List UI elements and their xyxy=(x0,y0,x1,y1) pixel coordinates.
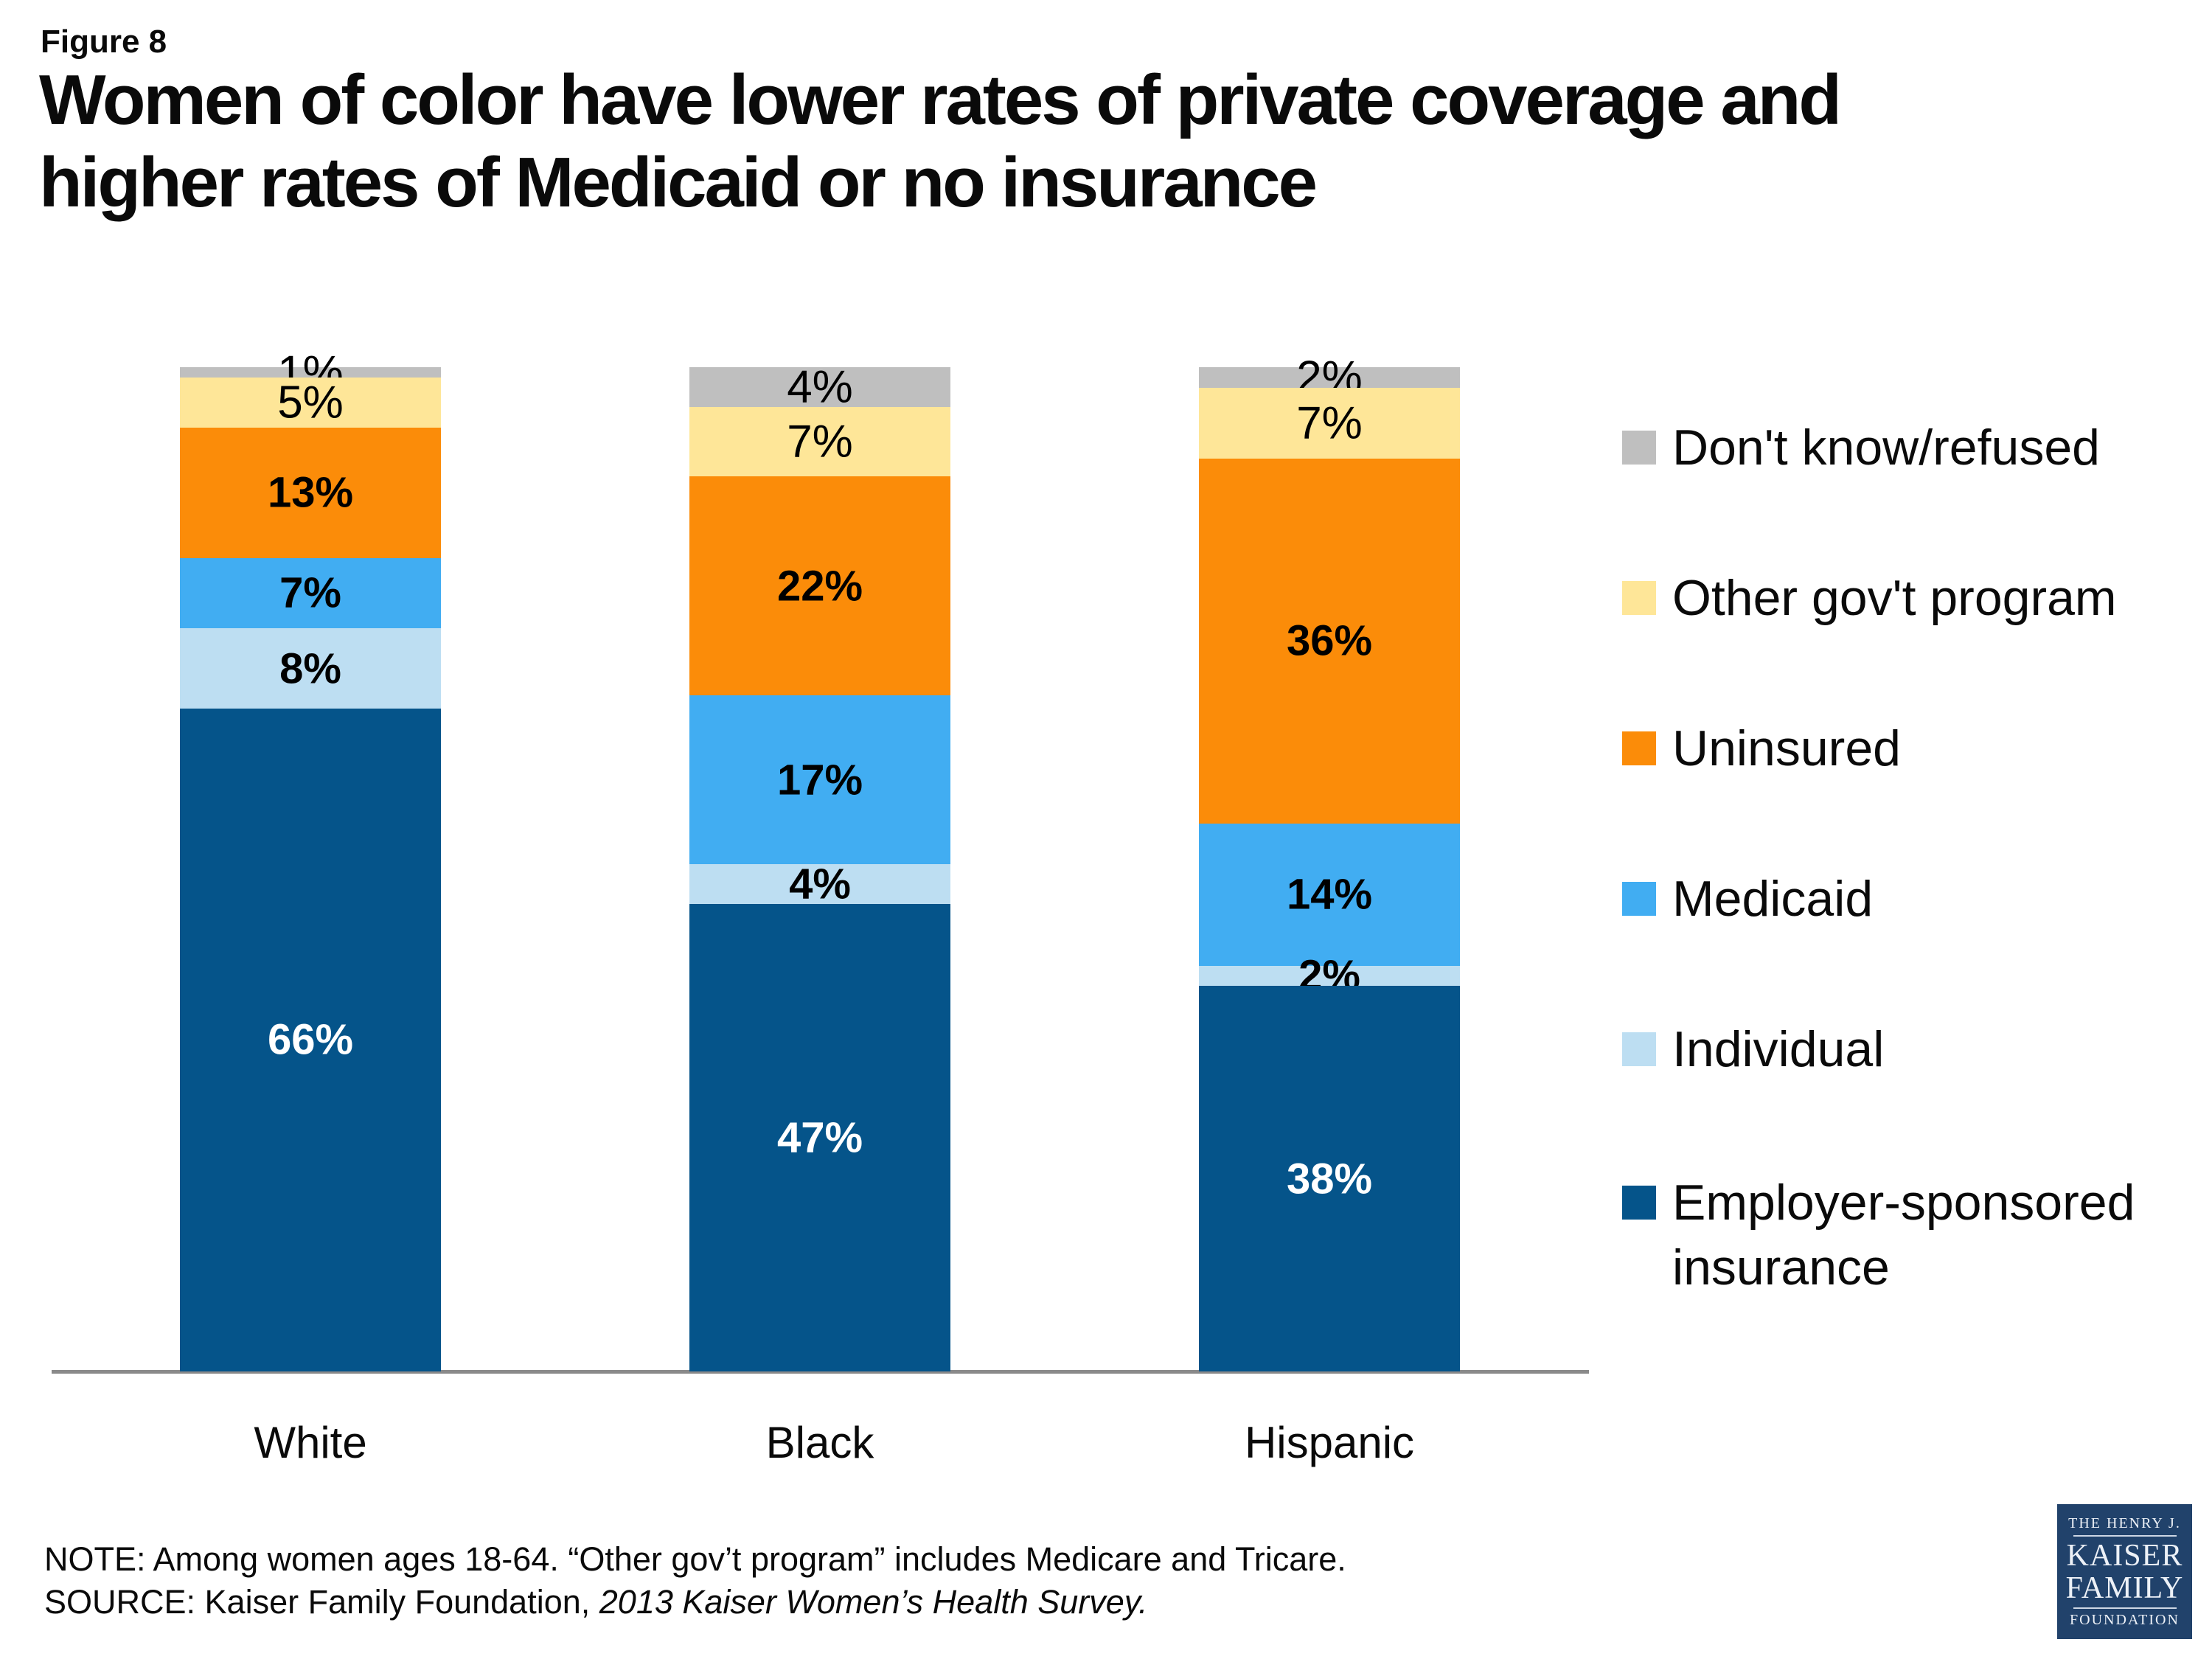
note-text: NOTE: Among women ages 18-64. “Other gov… xyxy=(44,1540,1346,1578)
title-line1: Women of color have lower rates of priva… xyxy=(39,60,1842,139)
segment-value-label: 13% xyxy=(267,468,354,517)
segment-value-label: 5% xyxy=(277,377,344,428)
bar-hispanic: 2% 7% 36% 14% 2% 38% xyxy=(1199,352,1460,1371)
segment-value-label: 38% xyxy=(1286,1155,1373,1203)
segment-black-2: 17% xyxy=(689,695,950,865)
segment-hispanic-4: 7% xyxy=(1199,387,1460,459)
legend-label: Individual xyxy=(1672,1021,1885,1077)
legend-item-1: Other gov't program xyxy=(1622,568,2205,627)
legend-label: Uninsured xyxy=(1672,720,1901,776)
segment-value-label: 14% xyxy=(1286,870,1373,919)
segment-hispanic-5: 2% xyxy=(1199,352,1460,403)
legend-item-3: Medicaid xyxy=(1622,869,2205,928)
category-label-black: Black xyxy=(765,1418,874,1467)
legend-swatch xyxy=(1622,731,1656,765)
category-label-white: White xyxy=(254,1418,367,1467)
legend-label: Medicaid xyxy=(1672,871,1874,927)
legend-swatch xyxy=(1622,581,1656,615)
logo-line-family: FAMILY xyxy=(2065,1571,2184,1605)
legend-item-2: Uninsured xyxy=(1622,719,2205,778)
source-text: SOURCE: Kaiser Family Foundation, 2013 K… xyxy=(44,1583,1148,1621)
segment-value-label: 7% xyxy=(787,416,853,467)
segment-black-0: 47% xyxy=(689,904,950,1371)
segment-white-0: 66% xyxy=(180,709,441,1371)
segment-hispanic-0: 38% xyxy=(1199,986,1460,1371)
segment-hispanic-3: 36% xyxy=(1199,458,1460,824)
segment-black-3: 22% xyxy=(689,476,950,695)
segment-value-label: 4% xyxy=(787,361,853,413)
segment-white-3: 13% xyxy=(180,427,441,558)
segment-hispanic-1: 2% xyxy=(1199,952,1460,1000)
logo-line-kaiser: KAISER xyxy=(2066,1538,2183,1573)
legend-label: Other gov't program xyxy=(1672,570,2117,626)
segment-black-5: 4% xyxy=(689,361,950,412)
legend-label: Employer-sponsored insurance xyxy=(1672,1175,2135,1295)
segment-black-4: 7% xyxy=(689,406,950,477)
segment-value-label: 7% xyxy=(1296,397,1363,449)
title-line2: higher rates of Medicaid or no insurance xyxy=(39,143,1318,222)
segment-black-1: 4% xyxy=(689,860,950,908)
footnotes: NOTE: Among women ages 18-64. “Other gov… xyxy=(44,1538,1346,1624)
legend-label: Don't know/refused xyxy=(1672,420,2100,476)
segment-value-label: 7% xyxy=(279,568,341,617)
segment-value-label: 36% xyxy=(1286,616,1373,665)
segment-white-4: 5% xyxy=(180,377,441,428)
segment-white-1: 8% xyxy=(180,628,441,709)
legend-item-0: Don't know/refused xyxy=(1622,418,2205,477)
logo-divider-bottom xyxy=(2073,1607,2177,1609)
legend-item-4: Individual xyxy=(1622,1020,2205,1079)
bar-white: 1% 5% 13% 7% 8% 66% xyxy=(180,347,441,1371)
segment-value-label: 22% xyxy=(776,562,863,611)
legend-swatch xyxy=(1622,431,1656,465)
segment-value-label: 8% xyxy=(279,644,341,693)
figure-label: Figure 8 xyxy=(41,24,167,60)
segment-hispanic-2: 14% xyxy=(1199,824,1460,966)
segment-value-label: 4% xyxy=(789,860,851,908)
segment-value-label: 17% xyxy=(776,756,863,804)
legend-swatch xyxy=(1622,1186,1656,1220)
x-axis-line xyxy=(52,1370,1589,1374)
category-label-hispanic: Hispanic xyxy=(1244,1418,1415,1467)
segment-white-2: 7% xyxy=(180,557,441,629)
bar-black: 4% 7% 22% 17% 4% 47% xyxy=(689,361,950,1371)
page-title: Women of color have lower rates of priva… xyxy=(39,59,2177,224)
logo-divider-top xyxy=(2073,1534,2177,1537)
legend-item-5: Employer-sponsored insurance xyxy=(1622,1170,2205,1318)
legend-swatch xyxy=(1622,882,1656,916)
logo-line-henry: THE HENRY J. xyxy=(2068,1514,2181,1531)
segment-value-label: 47% xyxy=(776,1113,863,1162)
logo-line-foundation: FOUNDATION xyxy=(2070,1611,2180,1628)
legend-swatch xyxy=(1622,1032,1656,1066)
segment-value-label: 66% xyxy=(267,1015,354,1064)
kff-logo: THE HENRY J. KAISER FAMILY FOUNDATION xyxy=(2057,1504,2192,1639)
